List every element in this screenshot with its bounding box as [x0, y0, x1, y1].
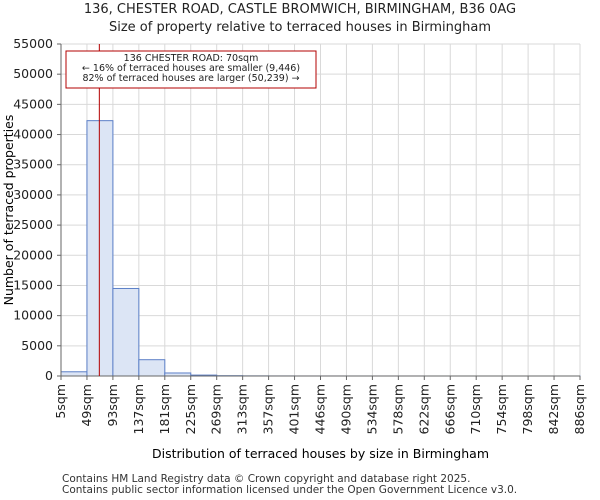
x-tick-label: 490sqm — [338, 384, 353, 434]
y-tick-label: 10000 — [13, 308, 53, 323]
annotation-box: 136 CHESTER ROAD: 70sqm ← 16% of terrace… — [65, 50, 317, 89]
annotation-line-3: 82% of terraced houses are larger (50,23… — [82, 73, 299, 84]
footer-line-2: Contains public sector information licen… — [62, 484, 518, 496]
x-tick-label: 842sqm — [546, 384, 561, 434]
chart-subtitle: Size of property relative to terraced ho… — [108, 20, 492, 35]
x-tick-label: 666sqm — [442, 384, 457, 434]
y-tick-label: 50000 — [13, 66, 53, 81]
x-tick-label: 357sqm — [261, 384, 276, 434]
bar-49sqm — [86, 120, 114, 377]
x-tick-label: 93sqm — [105, 384, 120, 427]
x-tick-label: 578sqm — [390, 384, 405, 434]
x-tick-label: 137sqm — [131, 384, 146, 434]
x-tick-label: 5sqm — [53, 384, 68, 419]
x-tick-label: 798sqm — [520, 384, 535, 434]
x-axis-label: Distribution of terraced houses by size … — [152, 446, 489, 461]
x-tick-label: 622sqm — [416, 384, 431, 434]
bar-93sqm — [112, 287, 140, 377]
bar-5sqm — [60, 371, 88, 377]
y-tick-label: 0 — [45, 368, 53, 383]
y-tick-label: 55000 — [13, 36, 53, 51]
footer-line-1: Contains HM Land Registry data © Crown c… — [62, 473, 471, 485]
y-tick-label: 30000 — [13, 187, 53, 202]
annotation-line-1: 136 CHESTER ROAD: 70sqm — [124, 53, 259, 64]
y-tick-label: 45000 — [13, 96, 53, 111]
y-axis-label: Number of terraced properties — [1, 115, 16, 306]
y-tick-label: 20000 — [13, 247, 53, 262]
x-tick-label: 754sqm — [494, 384, 509, 434]
annotation-line-2: ← 16% of terraced houses are smaller (9,… — [82, 63, 300, 74]
x-tick-label: 401sqm — [287, 384, 302, 434]
y-tick-label: 40000 — [13, 127, 53, 142]
y-tick-label: 35000 — [13, 157, 53, 172]
x-tick-label: 181sqm — [157, 384, 172, 434]
x-tick-label: 534sqm — [364, 384, 379, 434]
x-tick-label: 446sqm — [313, 384, 328, 434]
x-tick-label: 49sqm — [79, 384, 94, 427]
y-tick-label: 5000 — [21, 338, 53, 353]
x-tick-label: 710sqm — [468, 384, 483, 434]
x-tick-label: 225sqm — [183, 384, 198, 434]
x-tick-label: 269sqm — [209, 384, 224, 434]
bar-137sqm — [138, 359, 166, 377]
y-tick-label: 15000 — [13, 277, 53, 292]
chart-title: 136, CHESTER ROAD, CASTLE BROMWICH, BIRM… — [83, 2, 517, 17]
y-tick-label: 25000 — [13, 217, 53, 232]
x-tick-label: 886sqm — [572, 384, 587, 434]
x-tick-label: 313sqm — [235, 384, 250, 434]
